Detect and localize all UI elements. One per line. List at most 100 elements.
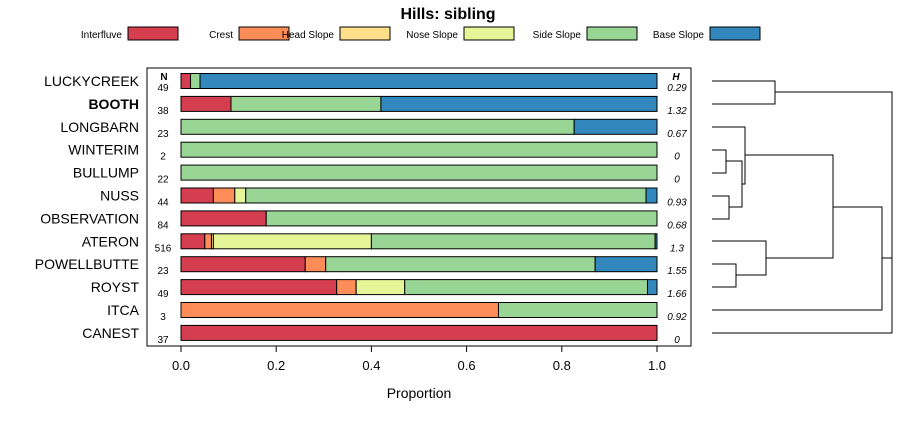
h-value-luckycreek: 0.29 xyxy=(667,83,687,94)
x-tick-label: 0.6 xyxy=(458,358,476,373)
dendrogram-link xyxy=(712,149,727,174)
h-value-longbarn: 0.67 xyxy=(667,129,687,140)
n-value-nuss: 44 xyxy=(157,198,169,209)
dendrogram-link xyxy=(726,160,743,208)
legend-label-interfluve: Interfluve xyxy=(81,30,123,41)
legend-swatch-interfluve xyxy=(127,26,179,41)
bar-segment-powellbutte-crest xyxy=(304,256,327,273)
bar-segment-luckycreek-base-slope xyxy=(199,73,658,89)
bar-segment-nuss-interfluve xyxy=(180,187,214,204)
n-value-royst: 49 xyxy=(157,289,169,300)
dendrogram xyxy=(712,80,893,334)
legend-swatch-side-slope xyxy=(586,26,638,41)
row-label-nuss: NUSS xyxy=(100,188,139,204)
x-tick-label: 0.2 xyxy=(267,358,285,373)
legend-swatch-crest xyxy=(238,26,290,41)
h-value-booth: 1.32 xyxy=(667,106,687,117)
row-label-royst: ROYST xyxy=(91,279,140,295)
x-tick-label: 0.0 xyxy=(172,358,190,373)
legend-label-nose-slope: Nose Slope xyxy=(406,30,458,41)
bar-segment-nuss-side-slope xyxy=(245,187,647,204)
legend-label-crest: Crest xyxy=(209,30,233,41)
plot-frame xyxy=(146,67,692,347)
bar-segment-itca-crest xyxy=(180,302,499,318)
dendrogram-link xyxy=(712,258,893,334)
dendrogram-link xyxy=(712,195,730,220)
x-axis-label: Proportion xyxy=(387,385,452,401)
chart-title: Hills: sibling xyxy=(400,6,495,23)
bar-segment-royst-side-slope xyxy=(404,279,648,296)
legend-label-head-slope: Head Slope xyxy=(282,30,335,41)
bar-segment-ateron-nose-slope xyxy=(212,233,372,250)
h-value-itca: 0.92 xyxy=(667,312,687,323)
legend-swatch-base-slope xyxy=(709,26,761,41)
bar-segment-nuss-nose-slope xyxy=(234,187,247,204)
n-value-canest: 37 xyxy=(157,335,169,346)
bar-segment-nuss-base-slope xyxy=(645,187,658,204)
h-column-header: H xyxy=(672,72,680,83)
bar-segment-longbarn-side-slope xyxy=(180,118,575,135)
row-label-bullump: BULLUMP xyxy=(73,165,139,181)
dendrogram-link xyxy=(712,263,737,288)
n-value-observation: 84 xyxy=(157,220,169,231)
bar-segment-booth-side-slope xyxy=(230,95,382,112)
bar-segment-booth-base-slope xyxy=(380,95,658,112)
bar-segment-powellbutte-side-slope xyxy=(325,256,596,273)
dendrogram-link xyxy=(833,206,883,311)
bar-segment-ateron-crest xyxy=(204,233,212,250)
n-value-booth: 38 xyxy=(157,106,169,117)
h-value-ateron: 1.3 xyxy=(670,243,684,254)
x-tick-label: 0.4 xyxy=(362,358,380,373)
bar-segment-longbarn-base-slope xyxy=(573,118,658,135)
bar-segment-booth-interfluve xyxy=(180,95,232,112)
h-value-winterim: 0 xyxy=(674,152,680,163)
bar-segment-bullump-side-slope xyxy=(180,164,658,181)
bar-segment-royst-base-slope xyxy=(646,279,658,296)
h-value-royst: 1.66 xyxy=(667,289,687,300)
bar-segment-itca-side-slope xyxy=(497,302,658,318)
row-label-canest: CANEST xyxy=(82,325,139,341)
row-label-luckycreek: LUCKYCREEK xyxy=(44,73,140,89)
n-column-header: N xyxy=(160,72,167,83)
row-label-longbarn: LONGBARN xyxy=(60,119,139,135)
bar-segment-royst-interfluve xyxy=(180,279,338,296)
bar-segment-ateron-interfluve xyxy=(180,233,206,250)
n-value-bullump: 22 xyxy=(157,175,169,186)
n-value-luckycreek: 49 xyxy=(157,83,169,94)
legend-label-base-slope: Base Slope xyxy=(653,30,705,41)
dendrogram-link xyxy=(712,80,776,105)
bar-segment-luckycreek-side-slope xyxy=(190,73,201,89)
row-label-ateron: ATERON xyxy=(82,233,139,249)
bar-segment-royst-nose-slope xyxy=(355,279,406,296)
h-value-bullump: 0 xyxy=(674,175,680,186)
row-label-winterim: WINTERIM xyxy=(68,142,139,158)
x-tick-label: 0.8 xyxy=(553,358,571,373)
bar-segment-royst-crest xyxy=(336,279,357,296)
bar-segment-winterim-side-slope xyxy=(180,141,658,158)
bar-segment-ateron-side-slope xyxy=(370,233,656,250)
bar-segment-observation-interfluve xyxy=(180,210,267,227)
n-value-longbarn: 23 xyxy=(157,129,169,140)
row-label-itca: ITCA xyxy=(107,302,140,318)
dendrogram-link xyxy=(712,126,746,185)
h-value-observation: 0.68 xyxy=(667,220,687,231)
x-tick-label: 1.0 xyxy=(648,358,666,373)
bar-segment-nuss-crest xyxy=(212,187,236,204)
dendrogram-link xyxy=(775,91,893,259)
bar-segment-powellbutte-base-slope xyxy=(594,256,658,273)
bar-segment-observation-side-slope xyxy=(265,210,658,227)
n-value-winterim: 2 xyxy=(160,152,166,163)
h-value-nuss: 0.93 xyxy=(667,198,687,209)
dendrogram-link xyxy=(712,240,767,276)
legend-swatch-head-slope xyxy=(339,26,391,41)
dendrogram-link xyxy=(745,154,834,259)
row-label-observation: OBSERVATION xyxy=(40,210,139,226)
legend-swatch-nose-slope xyxy=(463,26,515,41)
n-value-itca: 3 xyxy=(160,312,166,323)
bar-segment-canest-interfluve xyxy=(180,324,658,341)
bar-segment-ateron-base-slope xyxy=(654,233,658,250)
bar-segment-powellbutte-interfluve xyxy=(180,256,306,273)
row-label-booth: BOOTH xyxy=(88,96,139,112)
